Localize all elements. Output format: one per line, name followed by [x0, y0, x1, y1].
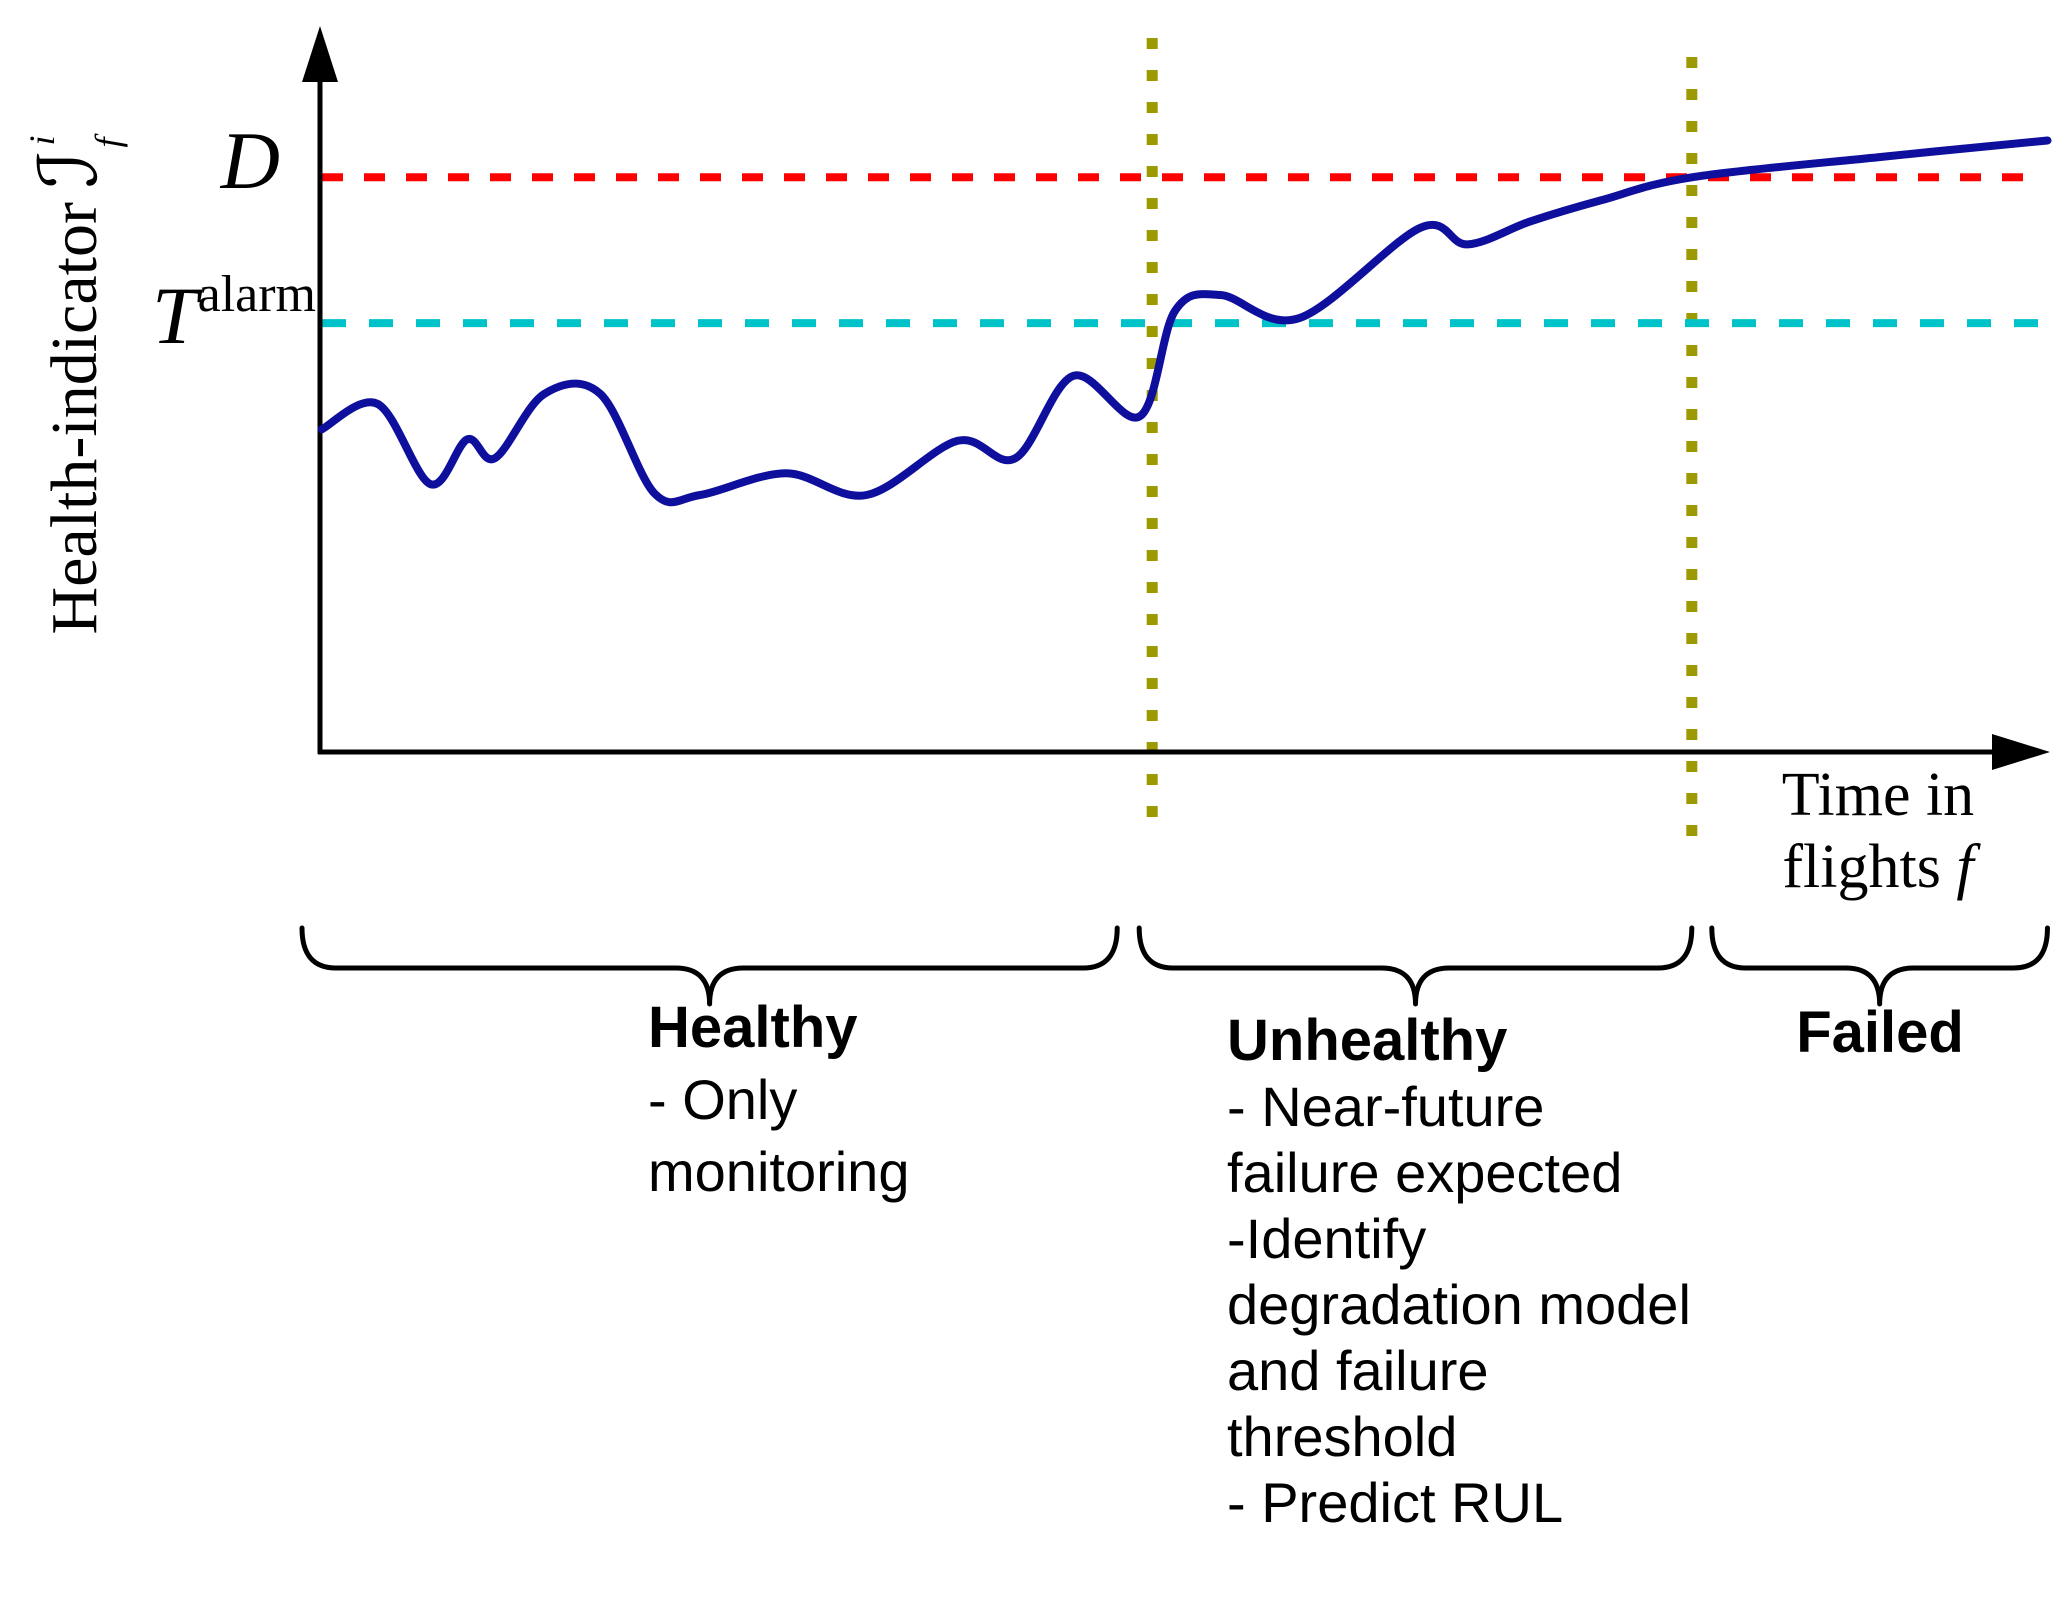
healthy-region-line: - Only: [648, 1068, 798, 1131]
healthy-region-brace: [299, 925, 1120, 1007]
unhealthy-region-line: - Near-future: [1227, 1075, 1545, 1138]
x-axis-label-line2: flights f: [1782, 832, 1974, 901]
health-indicator-curve: [317, 136, 2052, 507]
unhealthy-region-line: failure expected: [1227, 1141, 1623, 1204]
unhealthy-region-brace: [1136, 925, 1695, 1007]
script-I-symbol: ℐ: [22, 150, 115, 189]
x-axis-label-line1: Time in: [1781, 761, 1975, 829]
x-axis-label: Time in flights f: [1690, 760, 2066, 904]
unhealthy-region-line: -Identify: [1227, 1207, 1427, 1270]
alarm-threshold-base: T: [152, 270, 198, 361]
unhealthy-region-line: - Predict RUL: [1227, 1471, 1564, 1534]
unhealthy-region-line: and failure: [1227, 1339, 1489, 1402]
healthy-region-annotation: Healthy - Only monitoring: [648, 992, 909, 1208]
flights-symbol: f: [1956, 832, 1974, 901]
healthy-region-title: Healthy: [648, 995, 858, 1060]
indicator-superscript: i: [22, 135, 62, 146]
unhealthy-region-line: threshold: [1227, 1405, 1458, 1468]
y-axis-arrowhead: [302, 26, 338, 82]
x-axis-arrowhead: [1992, 734, 2050, 770]
unhealthy-region-annotation: Unhealthy - Near-future failure expected…: [1227, 1008, 1691, 1536]
y-axis-label-text: Health-indicator: [38, 202, 111, 635]
failed-region-title: Failed: [1796, 1000, 1964, 1065]
alarm-threshold-superscript: alarm: [197, 266, 316, 323]
indicator-subscript: f: [88, 137, 128, 148]
failed-region-brace: [1709, 925, 2050, 1007]
unhealthy-region-line: degradation model: [1227, 1273, 1691, 1336]
alarm-threshold-label: Talarm: [40, 269, 316, 357]
y-axis-label: Health-indicatorℐ i f: [22, 109, 128, 635]
healthy-region-line: monitoring: [648, 1140, 910, 1203]
unhealthy-region-title: Unhealthy: [1227, 1008, 1508, 1073]
failure-threshold-label: D: [220, 115, 280, 206]
